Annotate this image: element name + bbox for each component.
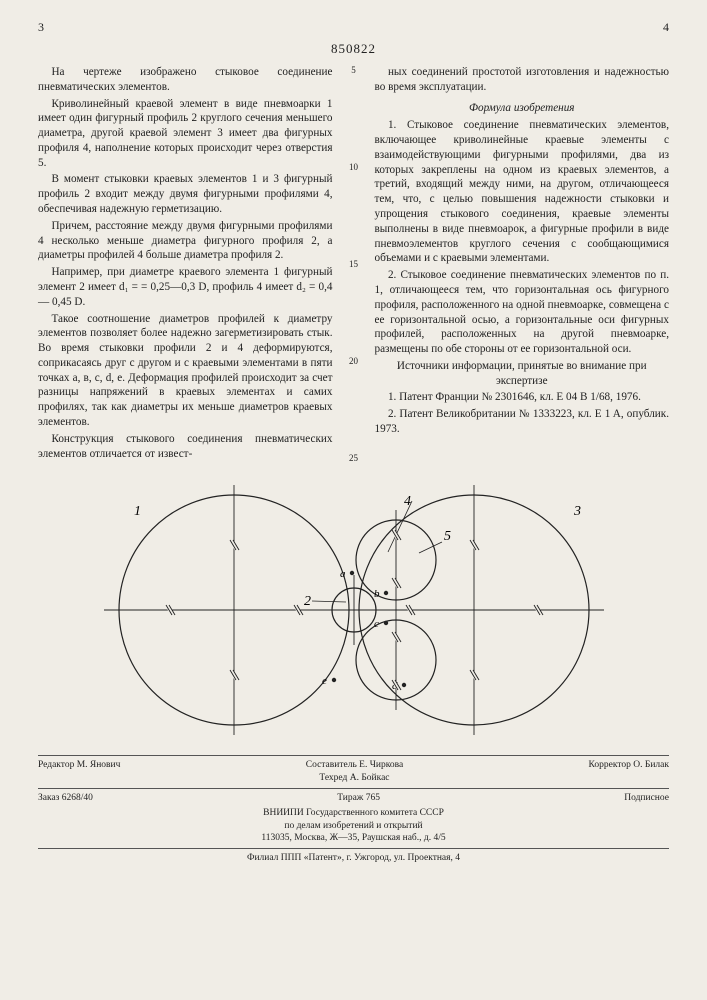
- para: ных соединений простотой изготовления и …: [375, 65, 670, 95]
- para: Например, при диаметре краевого элемента…: [38, 265, 333, 309]
- sources-title: Источники информации, принятые во вниман…: [375, 359, 670, 389]
- para: Конструкция стыкового соединения пневмат…: [38, 432, 333, 462]
- source: 2. Патент Великобритании № 1333223, кл. …: [375, 407, 670, 437]
- left-column: На чертеже изображено стыковое соединени…: [38, 65, 333, 463]
- footer-credits: Редактор М. Янович Составитель Е. Чирков…: [38, 759, 669, 785]
- svg-text:b: b: [374, 588, 380, 600]
- claims-title: Формула изобретения: [375, 101, 670, 116]
- para: Причем, расстояние между двумя фигурными…: [38, 219, 333, 263]
- svg-text:3: 3: [573, 504, 581, 519]
- gutter-num: 10: [347, 162, 361, 172]
- order-number: Заказ 6268/40: [38, 792, 93, 805]
- gutter-num: 25: [347, 453, 361, 463]
- print-run: Тираж 765: [337, 792, 380, 805]
- claim: 2. Стыковое соединение пневматических эл…: [375, 268, 670, 357]
- line-number-gutter: 5 10 15 20 25: [347, 65, 361, 463]
- svg-text:2: 2: [304, 594, 311, 609]
- para: Такое соотношение диаметров профилей к д…: [38, 312, 333, 430]
- publisher-address: 113035, Москва, Ж—35, Раушская наб., д. …: [38, 832, 669, 845]
- svg-text:a: a: [340, 568, 346, 580]
- para: В момент стыковки краевых элементов 1 и …: [38, 172, 333, 216]
- footer-order: Заказ 6268/40 Тираж 765 Подписное: [38, 792, 669, 805]
- document-number: 850822: [38, 41, 669, 57]
- publisher-line: ВНИИПИ Государственного комитета СССР: [38, 807, 669, 820]
- subscription: Подписное: [624, 792, 669, 805]
- svg-text:e: e: [322, 675, 327, 687]
- svg-text:1: 1: [134, 504, 141, 519]
- para: Криволинейный краевой элемент в виде пне…: [38, 97, 333, 171]
- patent-figure: 13245abcde: [74, 475, 634, 745]
- source: 1. Патент Франции № 2301646, кл. E 04 B …: [375, 390, 670, 405]
- page-num-right: 4: [663, 20, 669, 35]
- publisher-line: по делам изобретений и открытий: [38, 820, 669, 833]
- page-num-left: 3: [38, 20, 44, 35]
- right-column: ных соединений простотой изготовления и …: [375, 65, 670, 463]
- gutter-num: 5: [347, 65, 361, 75]
- branch-address: Филиал ППП «Патент», г. Ужгород, ул. Про…: [38, 852, 669, 865]
- corrector: Корректор О. Билак: [589, 759, 669, 785]
- svg-text:4: 4: [404, 494, 411, 509]
- imprint-footer: Редактор М. Янович Составитель Е. Чирков…: [38, 755, 669, 865]
- compiler: Составитель Е. Чиркова Техред А. Бойкас: [306, 759, 403, 785]
- claim: 1. Стыковое соединение пневматических эл…: [375, 118, 670, 266]
- svg-text:c: c: [374, 618, 379, 630]
- page-header: 3 4: [38, 20, 669, 35]
- gutter-num: 15: [347, 259, 361, 269]
- text-columns: На чертеже изображено стыковое соединени…: [38, 65, 669, 463]
- para: На чертеже изображено стыковое соединени…: [38, 65, 333, 95]
- svg-text:5: 5: [444, 529, 451, 544]
- gutter-num: 20: [347, 356, 361, 366]
- patent-page: 3 4 850822 На чертеже изображено стыково…: [0, 0, 707, 1000]
- editor: Редактор М. Янович: [38, 759, 120, 785]
